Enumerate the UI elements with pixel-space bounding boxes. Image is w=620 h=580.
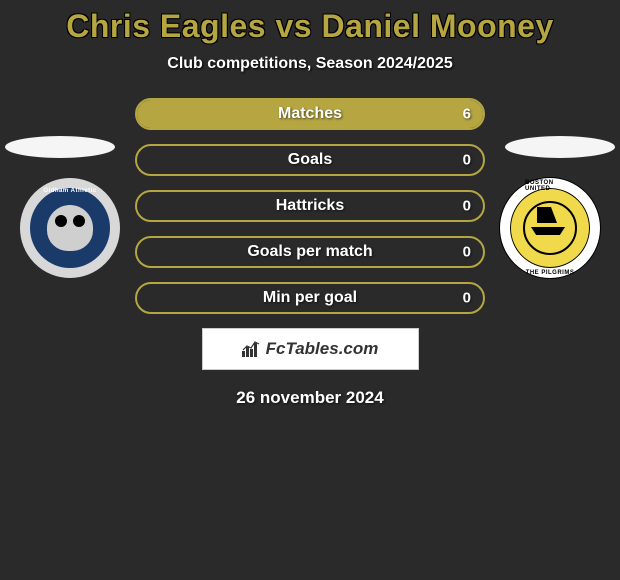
stat-label: Hattricks bbox=[137, 197, 483, 215]
stat-label: Goals per match bbox=[137, 243, 483, 261]
club-badge-right: BOSTON UNITED THE PILGRIMS bbox=[500, 178, 600, 278]
comparison-card: Chris Eagles vs Daniel Mooney Club compe… bbox=[0, 8, 620, 580]
stat-label: Goals bbox=[137, 151, 483, 169]
bars-icon bbox=[242, 341, 262, 357]
subtitle: Club competitions, Season 2024/2025 bbox=[0, 55, 620, 73]
source-badge: FcTables.com bbox=[202, 328, 419, 370]
stat-value-right: 0 bbox=[463, 198, 471, 215]
badge-text-top: Oldham Athletic bbox=[35, 184, 105, 198]
badge-inner bbox=[523, 201, 577, 255]
stat-row: Matches6 bbox=[135, 98, 485, 130]
player-photo-right bbox=[505, 136, 615, 158]
stat-value-right: 6 bbox=[463, 106, 471, 123]
stats-list: Matches6Goals0Hattricks0Goals per match0… bbox=[135, 98, 485, 314]
source-text: FcTables.com bbox=[266, 339, 379, 359]
stat-row: Goals0 bbox=[135, 144, 485, 176]
source-logo: FcTables.com bbox=[242, 339, 379, 359]
stat-value-right: 0 bbox=[463, 290, 471, 307]
badge-text-bottom: THE PILGRIMS bbox=[526, 270, 575, 276]
stat-value-right: 0 bbox=[463, 244, 471, 261]
stat-row: Min per goal0 bbox=[135, 282, 485, 314]
page-title: Chris Eagles vs Daniel Mooney bbox=[0, 8, 620, 45]
badge-text-top: BOSTON UNITED bbox=[525, 180, 575, 192]
date-text: 26 november 2024 bbox=[0, 388, 620, 408]
sail-icon bbox=[537, 207, 557, 223]
owl-icon bbox=[47, 205, 93, 251]
bar-right bbox=[137, 100, 483, 128]
club-badge-left: Oldham Athletic bbox=[20, 178, 120, 278]
stat-row: Hattricks0 bbox=[135, 190, 485, 222]
player-photo-left bbox=[5, 136, 115, 158]
stat-row: Goals per match0 bbox=[135, 236, 485, 268]
stat-value-right: 0 bbox=[463, 152, 471, 169]
stat-label: Min per goal bbox=[137, 289, 483, 307]
